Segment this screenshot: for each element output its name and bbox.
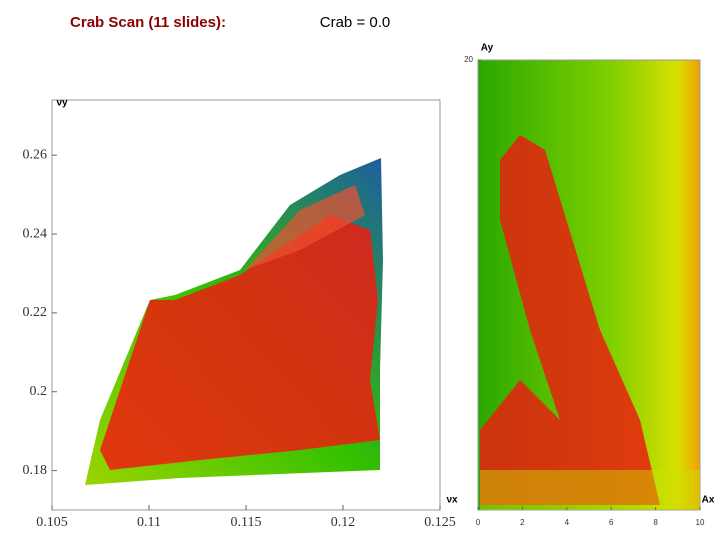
slide-title: Crab Scan (11 slides): [70, 14, 226, 31]
y-tick-label: 0.24 [23, 226, 48, 241]
slide-subtitle: Crab = 0.0 [320, 14, 390, 31]
x-tick-label: 6 [609, 518, 614, 527]
x-tick-label: 0.105 [36, 515, 68, 530]
footprint-core [245, 185, 365, 270]
y-tick-label: 0.22 [23, 305, 48, 320]
x-tick-label: 0 [476, 518, 481, 527]
map-core [480, 135, 660, 505]
x-tick-label: 0.125 [424, 515, 456, 530]
y-tick-label: 0.26 [23, 147, 48, 162]
x-axis-label: Ax [702, 495, 715, 506]
x-axis-label: νx [446, 495, 458, 506]
x-tick-label: 8 [653, 518, 658, 527]
x-tick-label: 0.12 [331, 515, 356, 530]
x-tick-label: 0.11 [137, 515, 161, 530]
y-tick-label: 20 [464, 55, 473, 64]
x-tick-label: 4 [565, 518, 570, 527]
y-axis-label: νy [56, 98, 68, 109]
y-tick-label: 0.2 [30, 384, 48, 399]
map-band [480, 470, 700, 510]
x-tick-label: 10 [696, 518, 705, 527]
x-tick-label: 2 [520, 518, 525, 527]
footprint-core [100, 215, 380, 470]
y-axis-label: Ay [481, 43, 494, 54]
x-tick-label: 0.115 [231, 515, 262, 530]
y-tick-label: 0.18 [23, 463, 48, 478]
